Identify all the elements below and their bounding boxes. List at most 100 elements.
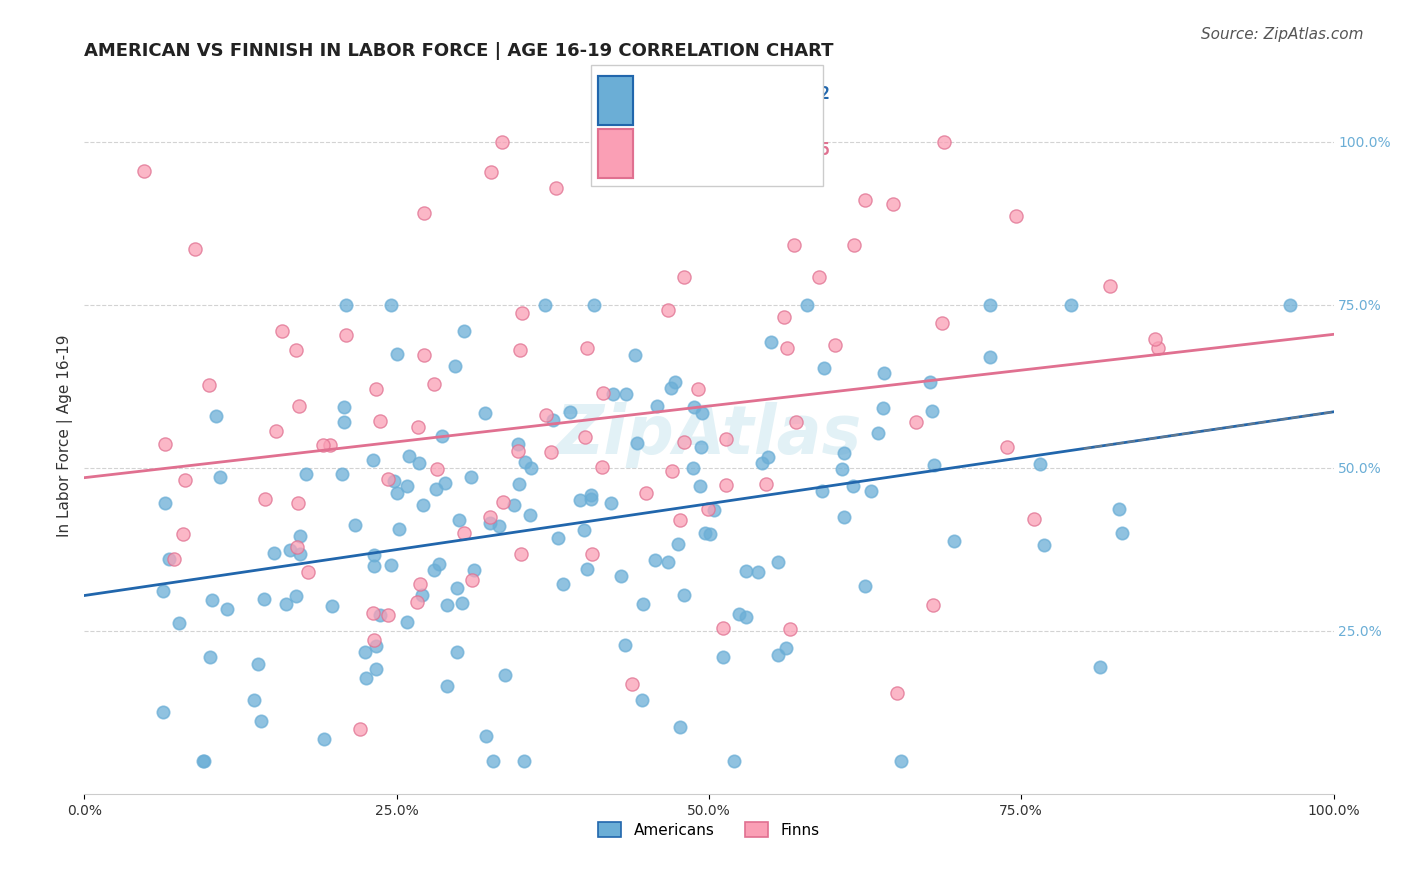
Point bbox=[395, 478, 418, 492]
Point bbox=[647, 399, 669, 413]
Point bbox=[481, 165, 503, 179]
Point bbox=[832, 446, 855, 460]
Point bbox=[924, 458, 946, 472]
Point bbox=[446, 581, 468, 595]
Point bbox=[810, 483, 832, 498]
Point bbox=[198, 649, 221, 664]
Point bbox=[943, 533, 966, 548]
Point bbox=[335, 298, 357, 312]
Point bbox=[502, 498, 524, 512]
Point bbox=[411, 588, 433, 602]
Point bbox=[406, 595, 429, 609]
Point bbox=[398, 449, 420, 463]
Point bbox=[690, 406, 713, 420]
Point bbox=[868, 426, 890, 441]
Point bbox=[644, 553, 666, 567]
Point bbox=[1088, 660, 1111, 674]
Point bbox=[979, 298, 1001, 312]
Point bbox=[243, 692, 266, 706]
Text: Source: ZipAtlas.com: Source: ZipAtlas.com bbox=[1201, 27, 1364, 42]
Point bbox=[1005, 209, 1028, 223]
Point bbox=[513, 455, 536, 469]
Point bbox=[773, 310, 796, 324]
Point bbox=[890, 754, 912, 768]
Point bbox=[285, 540, 308, 554]
Point bbox=[436, 598, 458, 612]
Point bbox=[396, 615, 419, 629]
Point bbox=[353, 645, 375, 659]
Point bbox=[432, 429, 454, 443]
Point bbox=[664, 375, 686, 389]
Point bbox=[475, 729, 498, 743]
Point bbox=[364, 382, 387, 396]
Point bbox=[453, 324, 475, 338]
Point bbox=[657, 303, 679, 318]
Point bbox=[547, 531, 569, 545]
Point bbox=[152, 706, 174, 720]
Point bbox=[1060, 298, 1083, 312]
Point bbox=[368, 607, 391, 622]
Point bbox=[723, 755, 745, 769]
Point bbox=[510, 305, 533, 319]
Point bbox=[756, 450, 779, 464]
Point bbox=[506, 444, 529, 458]
Point bbox=[1279, 298, 1302, 312]
Point bbox=[755, 477, 778, 491]
Point bbox=[491, 135, 513, 149]
Point bbox=[682, 461, 704, 475]
Point bbox=[363, 559, 385, 574]
Point bbox=[193, 755, 215, 769]
Point bbox=[661, 464, 683, 478]
Point bbox=[1144, 333, 1167, 347]
Point bbox=[520, 461, 543, 475]
Point bbox=[761, 335, 783, 350]
Point bbox=[278, 542, 301, 557]
Point bbox=[412, 499, 434, 513]
Point bbox=[735, 565, 758, 579]
Point bbox=[697, 502, 720, 516]
Point bbox=[842, 479, 865, 493]
Point bbox=[191, 755, 214, 769]
Point bbox=[921, 404, 943, 418]
Point bbox=[534, 408, 557, 422]
Point bbox=[208, 470, 231, 484]
Point bbox=[716, 477, 738, 491]
Point bbox=[361, 607, 384, 621]
Point bbox=[363, 453, 385, 467]
Point bbox=[666, 537, 689, 551]
Point bbox=[905, 415, 928, 429]
Point bbox=[252, 592, 274, 607]
Point bbox=[1111, 525, 1133, 540]
Point bbox=[460, 470, 482, 484]
Point bbox=[583, 298, 606, 312]
Point bbox=[349, 723, 371, 737]
Point bbox=[423, 564, 446, 578]
Point bbox=[657, 555, 679, 569]
Point bbox=[494, 668, 516, 682]
Point bbox=[364, 639, 387, 653]
Point bbox=[157, 552, 180, 566]
Point bbox=[271, 324, 294, 338]
Point bbox=[254, 491, 277, 506]
Point bbox=[669, 513, 692, 527]
Point bbox=[363, 548, 385, 562]
Point bbox=[436, 679, 458, 693]
Point bbox=[934, 135, 956, 149]
Point bbox=[492, 495, 515, 509]
Point bbox=[446, 645, 468, 659]
Point bbox=[995, 440, 1018, 454]
Point bbox=[382, 475, 405, 489]
Point bbox=[747, 565, 769, 579]
Point bbox=[689, 479, 711, 493]
Point bbox=[842, 238, 865, 252]
Point bbox=[918, 375, 941, 389]
Point bbox=[184, 242, 207, 256]
Point bbox=[343, 518, 366, 533]
Point bbox=[385, 486, 408, 500]
Point bbox=[285, 589, 308, 603]
Point bbox=[766, 555, 789, 569]
Point bbox=[134, 164, 156, 178]
Point bbox=[600, 496, 623, 510]
Point bbox=[330, 467, 353, 481]
Text: R = 0.359   N = 152: R = 0.359 N = 152 bbox=[640, 85, 830, 103]
